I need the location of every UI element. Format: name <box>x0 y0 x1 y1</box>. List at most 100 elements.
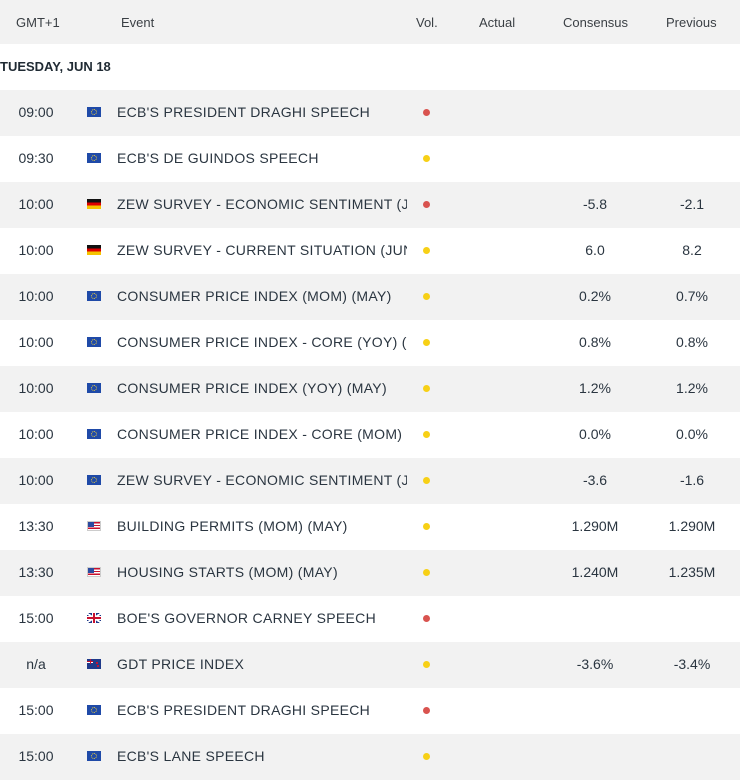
medium-volatility-dot-icon <box>423 569 430 576</box>
consensus-value: 0.0% <box>579 426 611 442</box>
actual-column-header: Actual <box>479 15 516 30</box>
eu-flag-icon <box>87 291 101 301</box>
timezone-header[interactable]: GMT+1 <box>16 15 60 30</box>
event-row[interactable]: 13:30 BUILDING PERMITS (MOM) (MAY) 1.290M 1… <box>0 504 740 550</box>
eu-flag-icon <box>87 429 101 439</box>
event-row[interactable]: 10:00 ZEW SURVEY - CURRENT SITUATION (JUN… <box>0 228 740 274</box>
event-row[interactable]: 10:00 ZEW SURVEY - ECONOMIC SENTIMENT (J.… <box>0 182 740 228</box>
event-row[interactable]: 10:00 ZEW SURVEY - ECONOMIC SENTIMENT (J.… <box>0 458 740 504</box>
eu-flag-icon <box>87 475 101 485</box>
event-row[interactable]: 13:30 HOUSING STARTS (MOM) (MAY) 1.240M 1.2… <box>0 550 740 596</box>
event-row[interactable]: 09:00 ECB'S PRESIDENT DRAGHI SPEECH <box>0 90 740 136</box>
event-column-header: Event <box>121 15 155 30</box>
event-row[interactable]: 15:00 ECB'S PRESIDENT DRAGHI SPEECH <box>0 688 740 734</box>
event-name[interactable]: CONSUMER PRICE INDEX - CORE (YOY) (... <box>117 334 407 350</box>
event-time: 13:30 <box>18 564 54 580</box>
previous-value: -1.6 <box>679 472 705 488</box>
event-name[interactable]: BUILDING PERMITS (MOM) (MAY) <box>117 518 348 534</box>
medium-volatility-dot-icon <box>423 661 430 668</box>
previous-value: 0.8% <box>676 334 708 350</box>
consensus-value: -3.6 <box>582 472 608 488</box>
event-row[interactable]: 15:00 BOE'S GOVERNOR CARNEY SPEECH <box>0 596 740 642</box>
event-time: 13:30 <box>18 518 54 534</box>
event-time: 10:00 <box>18 426 54 442</box>
medium-volatility-dot-icon <box>423 753 430 760</box>
high-volatility-dot-icon <box>423 615 430 622</box>
consensus-value: 6.0 <box>585 242 605 258</box>
event-time: 15:00 <box>18 610 54 626</box>
event-time: 09:00 <box>18 104 54 120</box>
event-row[interactable]: 10:00 CONSUMER PRICE INDEX (YOY) (MAY) 1.2… <box>0 366 740 412</box>
high-volatility-dot-icon <box>423 109 430 116</box>
medium-volatility-dot-icon <box>423 339 430 346</box>
event-name[interactable]: GDT PRICE INDEX <box>117 656 245 672</box>
event-name[interactable]: ECB'S PRESIDENT DRAGHI SPEECH <box>117 104 371 120</box>
event-row[interactable]: 10:00 CONSUMER PRICE INDEX (MOM) (MAY) 0.2… <box>0 274 740 320</box>
de-flag-icon <box>87 199 101 209</box>
event-name[interactable]: CONSUMER PRICE INDEX (MOM) (MAY) <box>117 288 392 304</box>
event-time: n/a <box>26 656 46 672</box>
event-row[interactable]: 10:00 CONSUMER PRICE INDEX - CORE (MOM) (… <box>0 412 740 458</box>
medium-volatility-dot-icon <box>423 293 430 300</box>
event-name[interactable]: ZEW SURVEY - ECONOMIC SENTIMENT (J... <box>117 472 407 488</box>
medium-volatility-dot-icon <box>423 247 430 254</box>
consensus-value: 0.2% <box>579 288 611 304</box>
calendar-header: GMT+1 Event Vol. Actual Consensus Previo… <box>0 0 740 44</box>
previous-column-header: Previous <box>666 15 717 30</box>
event-name[interactable]: CONSUMER PRICE INDEX (YOY) (MAY) <box>117 380 387 396</box>
event-time: 10:00 <box>18 380 54 396</box>
consensus-value: -3.6% <box>576 656 614 672</box>
consensus-value: 1.2% <box>579 380 611 396</box>
medium-volatility-dot-icon <box>423 477 430 484</box>
event-row[interactable]: 10:00 CONSUMER PRICE INDEX - CORE (YOY) (… <box>0 320 740 366</box>
us-flag-icon <box>87 567 101 577</box>
medium-volatility-dot-icon <box>423 385 430 392</box>
eu-flag-icon <box>87 383 101 393</box>
uk-flag-icon <box>87 613 101 623</box>
medium-volatility-dot-icon <box>423 431 430 438</box>
event-time: 15:00 <box>18 702 54 718</box>
event-time: 10:00 <box>18 196 54 212</box>
medium-volatility-dot-icon <box>423 155 430 162</box>
de-flag-icon <box>87 245 101 255</box>
previous-value: 1.290M <box>668 518 716 534</box>
previous-value: -3.4% <box>673 656 711 672</box>
previous-value: 1.235M <box>668 564 716 580</box>
eu-flag-icon <box>87 751 101 761</box>
date-group-label: TUESDAY, JUN 18 <box>0 44 740 90</box>
previous-value: 1.2% <box>676 380 708 396</box>
event-name[interactable]: ECB'S DE GUINDOS SPEECH <box>117 150 319 166</box>
event-row[interactable]: 09:30 ECB'S DE GUINDOS SPEECH <box>0 136 740 182</box>
event-name[interactable]: CONSUMER PRICE INDEX - CORE (MOM) (... <box>117 426 407 442</box>
consensus-value: 1.240M <box>571 564 619 580</box>
event-name[interactable]: ECB'S PRESIDENT DRAGHI SPEECH <box>117 702 371 718</box>
event-name[interactable]: ZEW SURVEY - ECONOMIC SENTIMENT (J... <box>117 196 407 212</box>
previous-value: 8.2 <box>682 242 702 258</box>
volatility-column-header: Vol. <box>416 15 438 30</box>
event-time: 10:00 <box>18 472 54 488</box>
event-name[interactable]: ZEW SURVEY - CURRENT SITUATION (JUN) <box>117 242 407 258</box>
event-time: 10:00 <box>18 288 54 304</box>
eu-flag-icon <box>87 705 101 715</box>
event-time: 09:30 <box>18 150 54 166</box>
medium-volatility-dot-icon <box>423 523 430 530</box>
consensus-value: 1.290M <box>571 518 619 534</box>
consensus-column-header: Consensus <box>563 15 629 30</box>
previous-value: -2.1 <box>679 196 705 212</box>
event-time: 10:00 <box>18 242 54 258</box>
eu-flag-icon <box>87 107 101 117</box>
consensus-value: 0.8% <box>579 334 611 350</box>
high-volatility-dot-icon <box>423 201 430 208</box>
events-table: 09:00 ECB'S PRESIDENT DRAGHI SPEECH 09:30 E… <box>0 90 740 780</box>
previous-value: 0.7% <box>676 288 708 304</box>
event-name[interactable]: HOUSING STARTS (MOM) (MAY) <box>117 564 338 580</box>
event-time: 10:00 <box>18 334 54 350</box>
event-row[interactable]: 15:00 ECB'S LANE SPEECH <box>0 734 740 780</box>
nz-flag-icon <box>87 659 101 669</box>
event-name[interactable]: BOE'S GOVERNOR CARNEY SPEECH <box>117 610 376 626</box>
consensus-value: -5.8 <box>582 196 608 212</box>
previous-value: 0.0% <box>676 426 708 442</box>
us-flag-icon <box>87 521 101 531</box>
event-name[interactable]: ECB'S LANE SPEECH <box>117 748 265 764</box>
event-row[interactable]: n/a GDT PRICE INDEX -3.6% -3.4% <box>0 642 740 688</box>
